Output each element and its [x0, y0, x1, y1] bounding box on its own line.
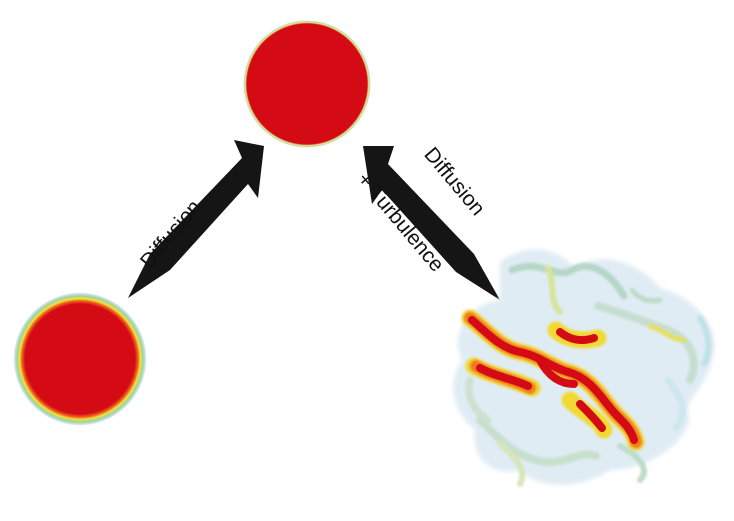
initial-blob: [243, 20, 371, 148]
diffusion-turbulence-arrow: [363, 146, 500, 300]
diffusion-arrow: [128, 140, 264, 298]
diffused-blob: [13, 292, 147, 426]
turbulent-patch: [453, 249, 715, 487]
